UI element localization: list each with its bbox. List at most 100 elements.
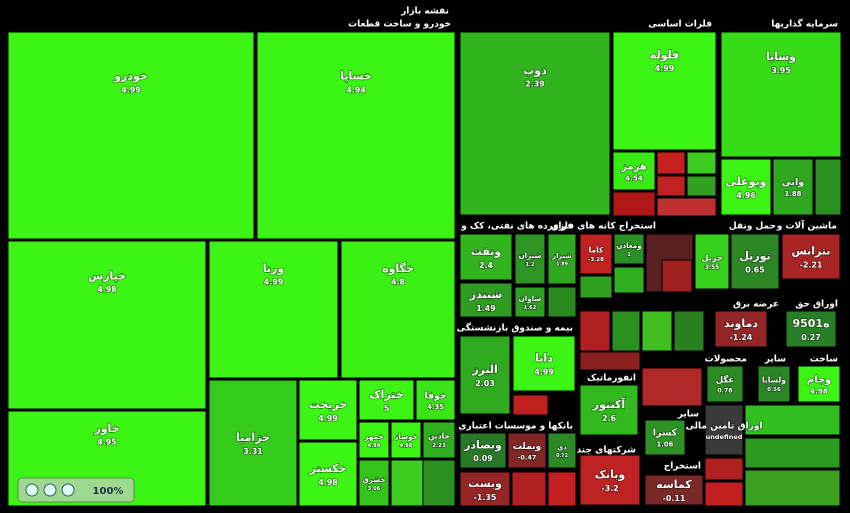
zoom-in[interactable] (25, 483, 39, 497)
small-cell (613, 266, 645, 294)
cell-value: 4.98 (810, 387, 828, 396)
cell-name: توریل (739, 250, 770, 263)
cell-name: خساپا (340, 70, 372, 83)
cell-name: خاذین (428, 432, 450, 441)
zoom-reset[interactable] (61, 483, 75, 497)
cell-value: 4.98 (318, 478, 338, 487)
zoom-out[interactable] (43, 483, 57, 497)
cell (507, 432, 547, 469)
cell-name: ختراک (369, 388, 403, 401)
cell-name: وبملت (513, 442, 541, 452)
small-cell (704, 481, 744, 507)
cell-value: 4.96 (736, 191, 756, 200)
cell (208, 240, 339, 379)
cell-value: 3.31 (243, 447, 263, 456)
cell (547, 233, 577, 285)
cell-value: 4.99 (534, 367, 554, 376)
sector-title: فلزات اساسی (648, 20, 712, 30)
cell (579, 233, 613, 275)
cell-name: شیراز (551, 252, 572, 260)
cell-value: 1.88 (785, 190, 802, 198)
cell-name: ونفت (471, 245, 502, 258)
cell-name: ولسابا (762, 376, 786, 385)
cell-name: ومعادن (616, 241, 641, 250)
cell-name: خوفا (424, 390, 446, 401)
cell-value: 4.8 (391, 278, 406, 287)
cell-name: 9501ه (792, 317, 829, 330)
cell (7, 31, 255, 240)
sector-title: فراورده های نفتی، کک و (460, 222, 573, 232)
cell (459, 233, 513, 281)
small-cell (511, 471, 547, 507)
cell-name: خاور (93, 422, 119, 435)
small-cell (656, 175, 686, 197)
cell-name: وبصادر (463, 439, 502, 452)
cell (390, 421, 422, 459)
cell (757, 365, 791, 403)
cell (459, 471, 511, 507)
cell (422, 421, 456, 459)
cell-value: 4.35 (427, 403, 444, 411)
sector-title: بیمه و صندوق بازنشستگی (457, 322, 573, 334)
cell-value: 4.98 (97, 285, 117, 294)
cell-value: 0.78 (717, 387, 732, 394)
cell-value: 0.72 (556, 453, 568, 459)
cell-name: خشرق (362, 475, 385, 484)
cell-name: وجام (807, 375, 832, 386)
cell-name: ذوب (523, 64, 547, 77)
cell-name: خپارس (88, 269, 126, 282)
cell-name: خودرو (113, 70, 148, 83)
cell-name: حریل (701, 252, 722, 262)
cell-value: 1.06 (657, 441, 674, 449)
small-cell (686, 175, 717, 197)
sector-title: سایر (677, 410, 699, 420)
sector-title: سرمایه گذاریها (771, 18, 838, 30)
cell-name: فلوله (650, 48, 679, 61)
cell-name: شاوان (519, 294, 542, 303)
small-cells (390, 151, 842, 507)
cell (694, 233, 730, 290)
cell-value: 5 (384, 404, 390, 413)
cell (358, 421, 390, 459)
cell-name: آکنتور (592, 397, 626, 411)
cell-value: 1.2 (525, 262, 535, 268)
small-cell (547, 286, 577, 318)
cell-value: 4.99 (264, 278, 284, 287)
cell-value: 1.89 (556, 262, 568, 268)
cell (579, 384, 639, 436)
cell (730, 233, 780, 290)
zoom-label: 100% (93, 486, 124, 497)
cell-name: دی (557, 444, 567, 452)
cell (415, 379, 456, 421)
cell (644, 419, 686, 456)
cell-name: خمهر (363, 432, 383, 441)
cell-name: ورنا (263, 262, 285, 275)
cell (512, 335, 576, 392)
cell (459, 432, 507, 469)
cell-name: شبندر (469, 288, 502, 301)
small-cell (612, 191, 656, 217)
cell-value: 2.23 (432, 443, 446, 449)
zoom-box (17, 477, 135, 503)
small-cell (744, 469, 841, 507)
cell-name: دانا (535, 352, 553, 365)
cell (298, 441, 358, 507)
sector-title: اوراق حق (795, 300, 838, 310)
small-cell (579, 310, 611, 352)
cell-value: 0.56 (767, 387, 781, 393)
sector-title: ساخت (810, 355, 838, 365)
cell-value: 3.95 (771, 66, 791, 75)
cell-name: خگاوه (382, 262, 414, 275)
zoom-control[interactable]: 100% (17, 477, 135, 503)
small-cell (673, 310, 705, 352)
small-cell (611, 310, 641, 352)
cell-name: واتی (782, 177, 804, 188)
cell (612, 31, 717, 151)
cell (358, 379, 415, 421)
cell-name: کاما (589, 246, 604, 255)
cell (706, 365, 744, 403)
cell-value: 2.03 (475, 379, 495, 388)
cell (772, 158, 814, 216)
cell-name: وبوعلی (726, 175, 767, 188)
cell (797, 365, 841, 403)
